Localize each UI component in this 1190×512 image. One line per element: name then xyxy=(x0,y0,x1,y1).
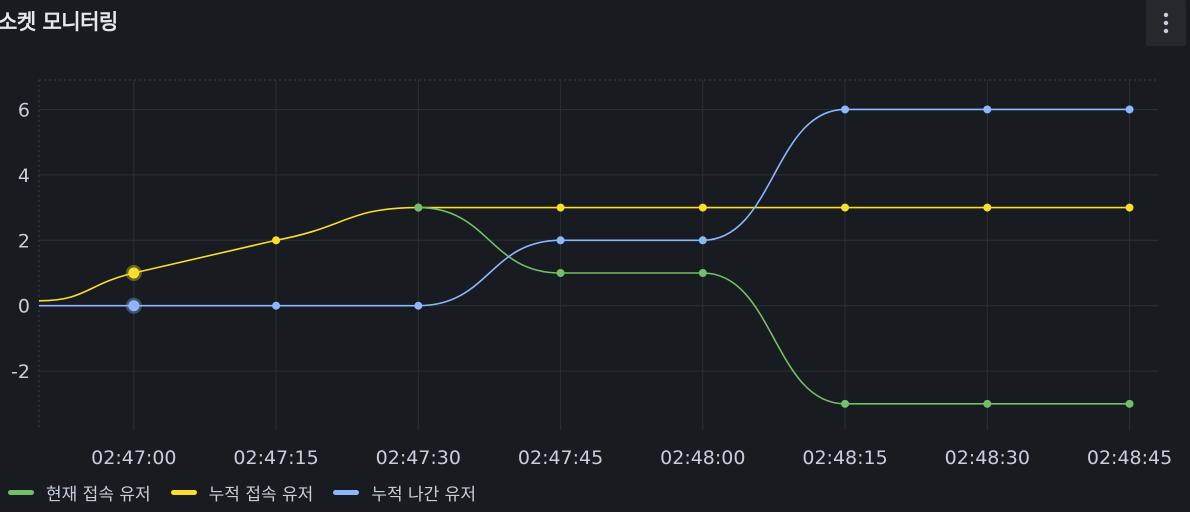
x-tick-label: 02:47:15 xyxy=(233,447,318,469)
panel-title: 소켓 모니터링 xyxy=(0,10,118,34)
x-tick-label: 02:48:30 xyxy=(945,447,1030,469)
data-point xyxy=(841,203,850,212)
data-point xyxy=(1125,203,1134,212)
series-line xyxy=(38,206,1130,302)
data-point xyxy=(983,105,992,114)
x-tick-label: 02:47:00 xyxy=(91,447,176,469)
x-tick-label: 02:48:45 xyxy=(1087,447,1172,469)
y-tick-label: 6 xyxy=(18,99,30,121)
legend-item-current-users[interactable]: 현재 접속 유저 xyxy=(8,480,151,505)
data-point xyxy=(272,236,281,245)
data-point xyxy=(556,203,565,212)
data-point xyxy=(556,236,565,245)
legend-label: 현재 접속 유저 xyxy=(46,485,151,505)
x-tick-label: 02:48:15 xyxy=(802,447,887,469)
data-point xyxy=(414,203,423,212)
x-tick-label: 02:48:00 xyxy=(660,447,745,469)
y-tick-label: -2 xyxy=(11,361,30,383)
data-point xyxy=(983,399,992,408)
series-line xyxy=(418,206,1130,405)
data-point xyxy=(556,268,565,277)
y-tick-label: 0 xyxy=(18,296,30,318)
data-point xyxy=(698,236,707,245)
legend-swatch xyxy=(170,490,197,495)
data-point xyxy=(983,203,992,212)
legend-label: 누적 접속 유저 xyxy=(208,485,314,505)
data-point xyxy=(841,399,850,408)
x-tick-label: 02:47:45 xyxy=(518,447,603,469)
data-point xyxy=(272,301,281,310)
legend-swatch xyxy=(8,490,34,495)
x-tick-label: 02:47:30 xyxy=(376,447,461,469)
legend-swatch xyxy=(333,490,360,495)
data-point xyxy=(414,301,423,310)
legend-item-total-left-users[interactable]: 누적 나간 유저 xyxy=(333,480,476,505)
y-tick-label: 4 xyxy=(18,165,30,187)
legend-label: 누적 나간 유저 xyxy=(371,485,476,505)
y-tick-label: 2 xyxy=(18,230,30,252)
legend: 현재 접속 유저 누적 접속 유저 누적 나간 유저 xyxy=(8,480,496,505)
data-point xyxy=(1125,399,1134,408)
panel-menu-button[interactable] xyxy=(1146,0,1186,46)
data-point xyxy=(1125,105,1134,114)
data-point xyxy=(841,105,850,114)
kebab-menu-icon xyxy=(1163,12,1169,34)
line-chart[interactable]: 6 4 2 0 -2 02:47:00 02:47:15 02:47:30 02:47:45 02… xyxy=(0,0,1190,470)
legend-item-total-joined-users[interactable]: 누적 접속 유저 xyxy=(170,480,314,505)
data-point xyxy=(698,268,707,277)
hover-point xyxy=(128,300,140,312)
data-point xyxy=(698,203,707,212)
hover-point xyxy=(128,267,140,279)
